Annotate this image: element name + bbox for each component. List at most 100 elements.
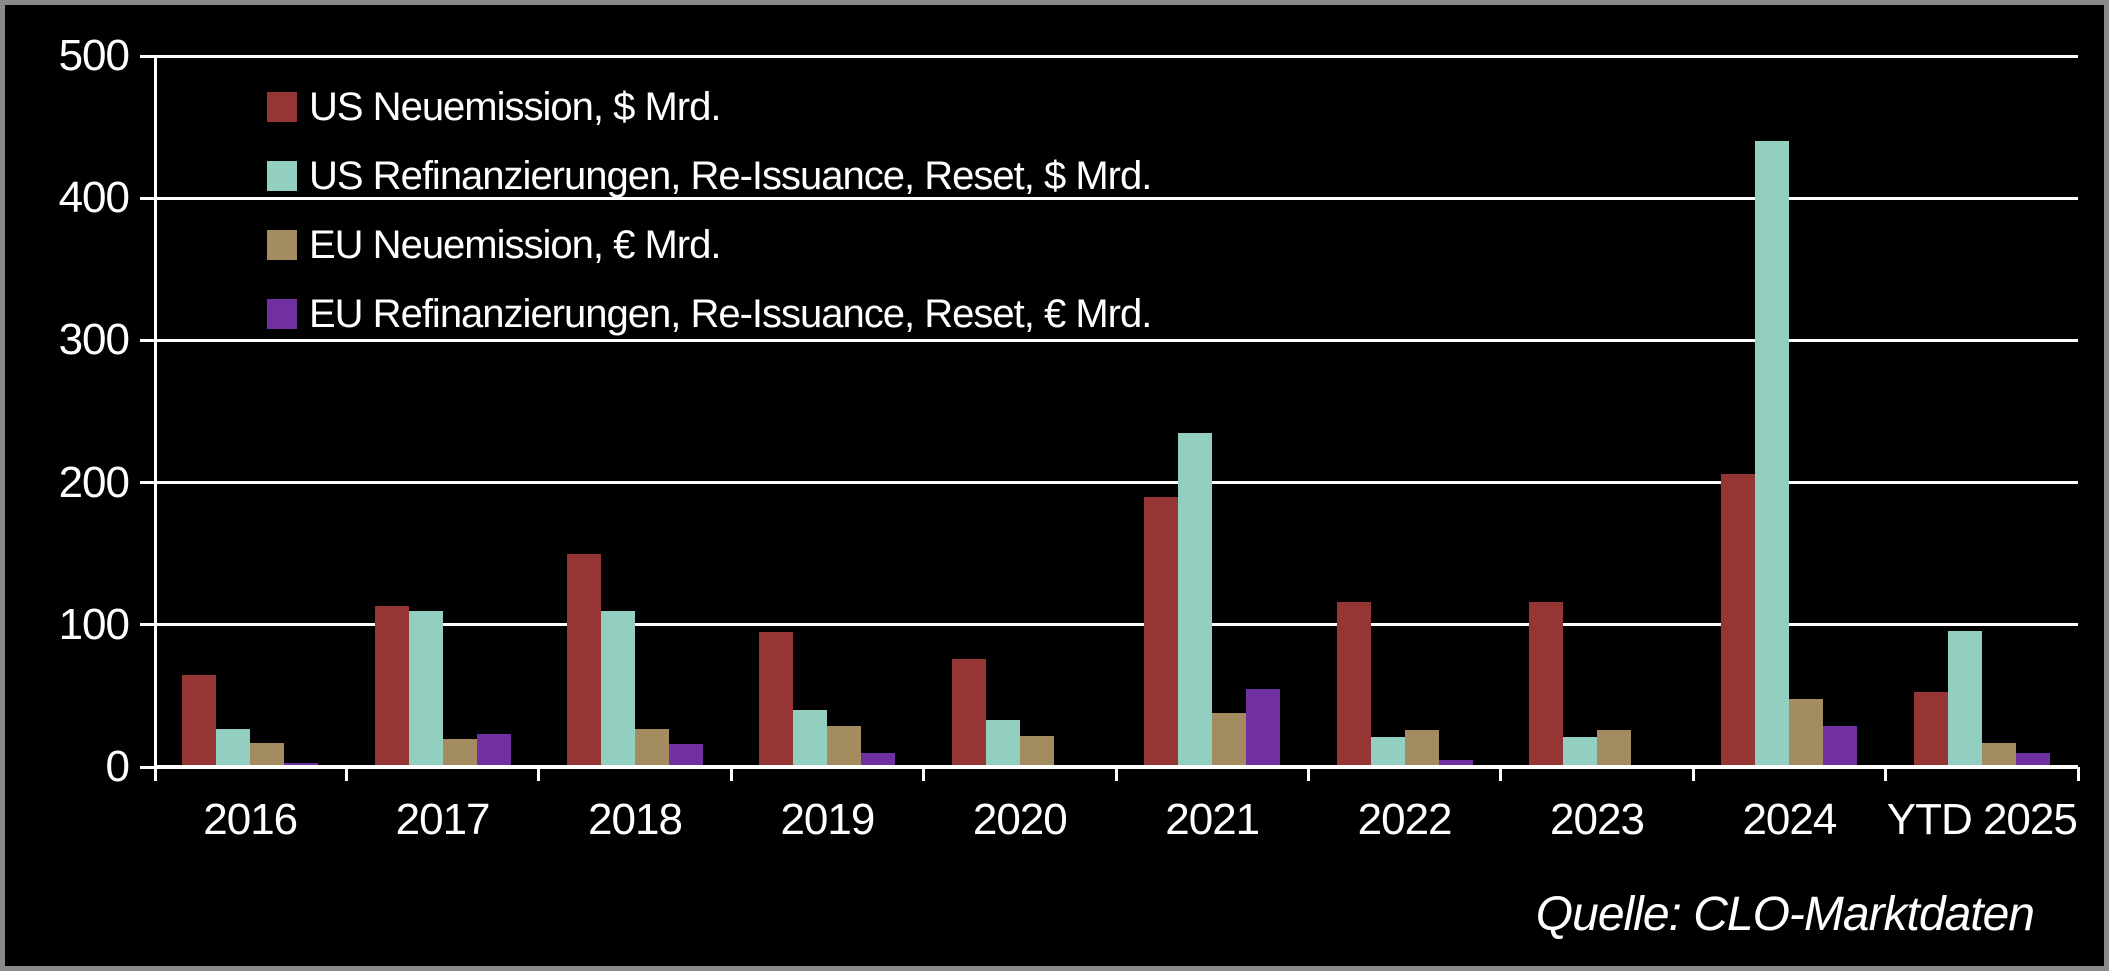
bar-group (539, 56, 731, 767)
legend: US Neuemission, $ Mrd. US Refinanzierunge… (267, 85, 1152, 367)
bar-eu-neuemission (1596, 730, 1631, 767)
y-axis-tick-label: 400 (58, 173, 130, 223)
y-gridline (154, 338, 2078, 342)
bar-eu-neuemission (1019, 735, 1054, 767)
y-axis-tick (140, 338, 154, 342)
y-gridline (154, 196, 2078, 200)
y-axis-tick-label: 100 (58, 599, 130, 649)
bar-group (731, 56, 923, 767)
bar-eu-refinanzierungen (1438, 759, 1473, 767)
legend-label: US Refinanzierungen, Re-Issuance, Reset,… (309, 154, 1152, 198)
y-axis-tick (140, 481, 154, 485)
bar-eu-neuemission (1789, 698, 1824, 767)
bar-us-neuemission (951, 658, 986, 767)
x-axis-category-label: 2023 (1550, 795, 1645, 844)
plot-area (154, 56, 2078, 767)
x-axis-category-label: 2019 (780, 795, 875, 844)
x-axis-category-label: 2018 (588, 795, 683, 844)
legend-label: EU Neuemission, € Mrd. (309, 223, 721, 267)
y-axis-tick (140, 196, 154, 200)
bar-eu-neuemission (1404, 730, 1439, 767)
y-axis-tick-label: 200 (58, 457, 130, 507)
bar-group (1308, 56, 1500, 767)
bar-us-refinanzierungen (1178, 432, 1213, 767)
x-axis-tick (1691, 767, 1695, 781)
bar-us-refinanzierungen (1947, 630, 1982, 767)
x-axis-tick (537, 767, 541, 781)
bar-eu-neuemission (1981, 742, 2016, 767)
legend-swatch-us-neuemission (267, 92, 297, 122)
bar-us-refinanzierungen (600, 610, 635, 767)
y-axis-tick-label: 300 (58, 315, 130, 365)
bar-eu-refinanzierungen (1823, 725, 1858, 767)
bar-eu-refinanzierungen (476, 734, 511, 767)
x-axis-tick (2076, 767, 2080, 781)
bar-us-neuemission (182, 674, 217, 767)
x-axis-category-label: 2016 (203, 795, 298, 844)
bar-us-refinanzierungen (1755, 141, 1790, 767)
bar-us-refinanzierungen (1562, 737, 1597, 767)
bar-group (1693, 56, 1885, 767)
legend-item-us-neuemission: US Neuemission, $ Mrd. (267, 85, 1151, 129)
bar-us-neuemission (1528, 602, 1563, 767)
bar-us-neuemission (1913, 691, 1948, 767)
y-axis-tick (140, 623, 154, 627)
x-axis-tick (1884, 767, 1888, 781)
bar-group (1886, 56, 2078, 767)
x-axis-tick (344, 767, 348, 781)
x-axis-tick (1114, 767, 1118, 781)
legend-item-us-refinanzierungen: US Refinanzierungen, Re-Issuance, Reset,… (267, 154, 1152, 198)
legend-swatch-eu-refinanzierungen (267, 299, 297, 329)
y-axis-tick-label: 500 (58, 31, 130, 80)
x-axis-tick (1306, 767, 1310, 781)
y-gridline (154, 481, 2078, 485)
y-axis-line (154, 56, 157, 781)
x-axis-category-label: YTD 2025 (1886, 795, 2078, 844)
x-axis-category-label: 2017 (395, 795, 491, 844)
bar-eu-refinanzierungen (2015, 752, 2050, 767)
bar-us-refinanzierungen (985, 720, 1020, 767)
x-axis-tick (922, 767, 926, 781)
legend-swatch-us-refinanzierungen (267, 161, 297, 191)
bar-us-neuemission (1336, 602, 1371, 767)
bar-eu-refinanzierungen (284, 762, 319, 767)
bar-us-neuemission (566, 553, 601, 767)
legend-label: US Neuemission, $ Mrd. (309, 85, 721, 129)
x-axis-category-label: 2020 (972, 795, 1068, 844)
bar-us-refinanzierungen (408, 610, 443, 767)
x-axis-tick (729, 767, 733, 781)
bar-eu-neuemission (634, 728, 669, 767)
legend-item-eu-refinanzierungen: EU Refinanzierungen, Re-Issuance, Reset,… (267, 292, 1152, 336)
y-axis-tick (140, 765, 154, 769)
bar-eu-neuemission (442, 738, 477, 767)
bar-us-neuemission (374, 606, 409, 767)
y-axis-tick-label: 0 (105, 742, 130, 791)
bar-us-refinanzierungen (793, 710, 828, 767)
bar-group (924, 56, 1116, 767)
bar-eu-refinanzierungen (1246, 688, 1281, 767)
source-caption: Quelle: CLO-Marktdaten (1535, 888, 2035, 941)
y-gridline (154, 54, 2078, 58)
x-axis-category-label: 2022 (1357, 795, 1453, 844)
bar-eu-neuemission (1212, 712, 1247, 767)
bar-group (346, 56, 538, 767)
bar-group (154, 56, 346, 767)
x-axis-category-label: 2024 (1742, 795, 1837, 844)
x-axis-category-label: 2021 (1165, 795, 1260, 844)
legend-item-eu-neuemission: EU Neuemission, € Mrd. (267, 223, 1151, 267)
bar-us-refinanzierungen (1370, 737, 1405, 767)
y-axis-tick (140, 54, 154, 58)
bar-us-neuemission (759, 631, 794, 767)
legend-label: EU Refinanzierungen, Re-Issuance, Reset,… (309, 292, 1152, 336)
x-axis-tick (1499, 767, 1503, 781)
bar-eu-refinanzierungen (861, 752, 896, 767)
bar-us-refinanzierungen (216, 728, 251, 767)
legend-swatch-eu-neuemission (267, 230, 297, 260)
bar-eu-neuemission (827, 725, 862, 767)
y-gridline (154, 623, 2078, 627)
bar-eu-refinanzierungen (668, 744, 703, 767)
bar-group (1501, 56, 1693, 767)
bar-eu-neuemission (250, 742, 285, 767)
bar-us-neuemission (1144, 496, 1179, 767)
